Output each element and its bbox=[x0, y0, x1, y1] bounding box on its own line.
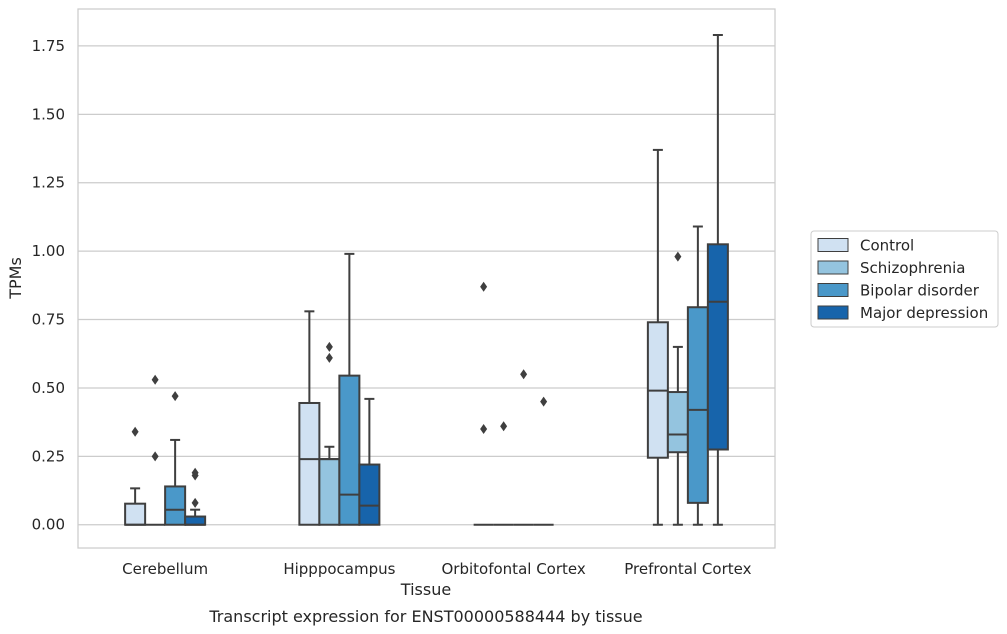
outlier-point bbox=[480, 281, 488, 292]
y-tick-label: 1.75 bbox=[32, 37, 65, 55]
box-control bbox=[646, 148, 669, 526]
box-iqr bbox=[686, 306, 709, 504]
outlier-point bbox=[171, 391, 179, 402]
x-axis-label: Tissue bbox=[400, 580, 451, 599]
y-tick-labels: 0.00 0.25 0.50 0.75 1.00 1.25 1.50 1.75 bbox=[32, 37, 65, 534]
y-tick-label: 1.00 bbox=[32, 242, 65, 260]
box-bipolar-disorder bbox=[338, 252, 361, 526]
box-bipolar-disorder bbox=[164, 391, 187, 526]
y-axis-label: TPMs bbox=[6, 257, 25, 300]
legend-swatch bbox=[817, 260, 849, 275]
box-iqr bbox=[666, 391, 689, 454]
legend-swatch bbox=[817, 238, 849, 252]
box-bipolar-disorder bbox=[686, 225, 709, 526]
y-tick-label: 0.00 bbox=[32, 516, 65, 534]
box-series bbox=[124, 33, 729, 526]
box-major-depression bbox=[184, 467, 207, 526]
outlier-point bbox=[480, 423, 488, 434]
box-control bbox=[473, 281, 494, 526]
outlier-point bbox=[500, 421, 508, 432]
x-tick-label: Hipppocampus bbox=[283, 560, 395, 578]
outlier-point bbox=[151, 451, 159, 462]
legend-label: Bipolar disorder bbox=[860, 282, 980, 300]
legend-label: Schizophrenia bbox=[860, 259, 965, 277]
legend: Control Schizophrenia Bipolar disorder Majo… bbox=[810, 230, 999, 328]
box-iqr bbox=[318, 458, 341, 526]
box-major-depression bbox=[358, 397, 381, 526]
y-tick-label: 0.25 bbox=[32, 447, 65, 465]
box-schizophrenia bbox=[493, 421, 514, 526]
x-tick-label: Cerebellum bbox=[122, 560, 208, 578]
y-tick-label: 1.25 bbox=[32, 174, 65, 192]
box-bipolar-disorder bbox=[513, 369, 534, 526]
outlier-point bbox=[520, 369, 528, 380]
chart-caption: Transcript expression for ENST0000058844… bbox=[208, 607, 642, 626]
outlier-point bbox=[151, 374, 159, 385]
plot-frame bbox=[77, 8, 776, 549]
box-iqr bbox=[124, 502, 147, 526]
outlier-point bbox=[191, 497, 199, 508]
outlier-point bbox=[191, 467, 199, 478]
legend-label: Control bbox=[860, 237, 914, 255]
box-schizophrenia bbox=[318, 341, 341, 526]
y-tick-label: 1.50 bbox=[32, 105, 65, 123]
legend-frame bbox=[810, 230, 999, 328]
box-control bbox=[124, 426, 147, 526]
box-iqr bbox=[706, 243, 729, 451]
x-tick-label: Orbitofontal Cortex bbox=[442, 560, 586, 578]
y-tick-label: 0.75 bbox=[32, 311, 65, 329]
box-iqr bbox=[338, 374, 361, 526]
outlier-point bbox=[325, 341, 333, 352]
box-iqr bbox=[184, 515, 207, 526]
box-iqr bbox=[358, 463, 381, 526]
legend-label: Major depression bbox=[860, 304, 988, 322]
box-schizophrenia bbox=[145, 374, 166, 526]
x-tick-labels: Cerebellum Hipppocampus Orbitofontal Corte… bbox=[122, 560, 751, 578]
box-iqr bbox=[164, 485, 187, 526]
plot-background bbox=[78, 9, 775, 548]
box-control bbox=[298, 310, 321, 526]
y-tick-label: 0.50 bbox=[32, 379, 65, 397]
x-tick-label: Prefrontal Cortex bbox=[624, 560, 751, 578]
box-major-depression bbox=[706, 33, 729, 526]
outlier-point bbox=[540, 396, 548, 407]
box-iqr bbox=[298, 401, 321, 526]
legend-swatch bbox=[817, 283, 849, 297]
gridlines bbox=[78, 45, 775, 526]
box-major-depression bbox=[533, 396, 554, 526]
outlier-point bbox=[131, 426, 139, 437]
legend-swatch bbox=[817, 305, 849, 320]
outlier-point bbox=[674, 251, 682, 262]
outlier-point bbox=[325, 352, 333, 363]
